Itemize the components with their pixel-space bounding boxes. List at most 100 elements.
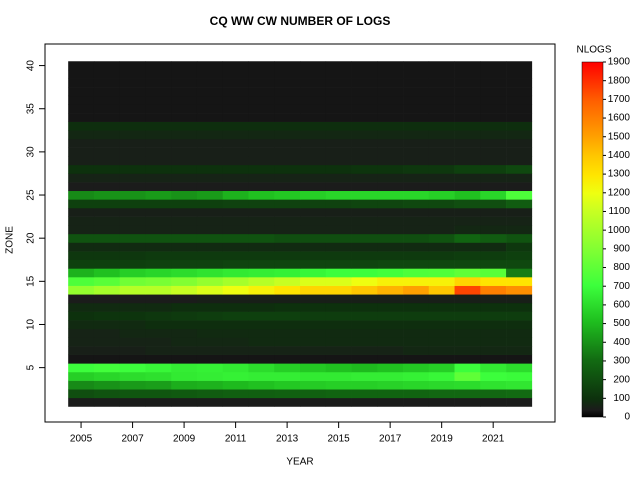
heatmap-cell [93, 233, 120, 243]
heatmap-cell [145, 121, 172, 131]
heatmap-cell [403, 233, 430, 243]
heatmap-cell [171, 363, 198, 373]
heatmap-cell [196, 354, 224, 364]
heatmap-cell [428, 87, 455, 97]
heatmap-cell [171, 207, 198, 217]
heatmap-cell [171, 337, 198, 347]
heatmap-cell [506, 397, 533, 407]
heatmap-cell [351, 190, 378, 200]
heatmap-cell [93, 285, 120, 295]
heatmap-cell [196, 130, 224, 140]
heatmap-cell [222, 311, 249, 321]
heatmap-cell [196, 251, 224, 261]
heatmap-cell [351, 173, 378, 183]
heatmap-cell [248, 363, 275, 373]
heatmap-cell [222, 121, 249, 131]
x-tick-label: 2013 [276, 434, 299, 445]
heatmap-cell [506, 294, 533, 304]
heatmap-cell [222, 277, 249, 286]
heatmap-cell [480, 328, 507, 338]
heatmap-cell [377, 320, 404, 330]
heatmap-cell [403, 389, 430, 399]
heatmap-cell [248, 104, 275, 114]
heatmap-cell [119, 285, 146, 295]
heatmap-cell [222, 337, 249, 347]
heatmap-cell [428, 182, 455, 192]
heatmap-cell [428, 173, 455, 183]
heatmap-cell [248, 389, 275, 399]
heatmap-cell [248, 320, 275, 330]
heatmap-cell [196, 397, 224, 407]
heatmap-cell [480, 69, 507, 79]
heatmap-cell [506, 156, 533, 166]
heatmap-cell [222, 302, 249, 312]
heatmap-cell [222, 190, 249, 200]
heatmap-cell [506, 268, 533, 278]
heatmap-cell [68, 337, 95, 347]
heatmap-cell [248, 371, 275, 381]
heatmap-cell [171, 268, 198, 278]
heatmap-cell [454, 285, 481, 295]
heatmap-cell [377, 302, 404, 312]
heatmap-cell [222, 87, 249, 97]
heatmap-cell [300, 380, 327, 390]
heatmap-cell [222, 285, 249, 295]
heatmap-cell [480, 87, 507, 97]
heatmap-cell [222, 199, 249, 209]
x-tick-label: 2019 [431, 434, 454, 445]
plot-frame [44, 43, 556, 423]
heatmap-cell [351, 199, 378, 209]
heatmap-cell [248, 113, 275, 122]
heatmap-cell [506, 371, 533, 381]
heatmap-cell [480, 277, 507, 286]
heatmap-cell [222, 61, 249, 71]
heatmap-cell [196, 337, 224, 347]
heatmap-cell [274, 61, 301, 71]
heatmap-cell [300, 251, 327, 261]
heatmap-cell [171, 190, 198, 200]
heatmap-cell [222, 216, 249, 226]
heatmap-cell [325, 346, 352, 355]
heatmap-cell [428, 363, 455, 373]
heatmap-cell [377, 130, 404, 140]
heatmap-cell [145, 225, 172, 235]
heatmap-cell [351, 156, 378, 166]
heatmap-cell [196, 380, 224, 390]
y-tick-label: 40 [26, 60, 37, 72]
heatmap-cell [145, 277, 172, 286]
colorbar-tick-label: 500 [613, 318, 630, 329]
heatmap-cell [506, 78, 533, 88]
heatmap-cell [274, 207, 301, 217]
heatmap-cell [403, 173, 430, 183]
heatmap-cell [145, 337, 172, 347]
heatmap-cell [93, 328, 120, 338]
heatmap-cell [480, 190, 507, 200]
heatmap-cell [454, 311, 481, 321]
heatmap-cell [196, 294, 224, 304]
y-tick-label: 15 [26, 275, 37, 287]
heatmap-cell [119, 346, 146, 355]
heatmap-cell [300, 371, 327, 381]
heatmap-cell [325, 242, 352, 252]
heatmap-cell [68, 251, 95, 261]
colorbar-tick-label: 1000 [608, 225, 631, 236]
heatmap-cell [325, 233, 352, 243]
heatmap-cell [300, 78, 327, 88]
heatmap-cell [93, 216, 120, 226]
heatmap-cell [68, 311, 95, 321]
heatmap-cell [119, 87, 146, 97]
heatmap-cell [325, 164, 352, 174]
heatmap-cell [248, 346, 275, 355]
heatmap-cell [428, 259, 455, 269]
heatmap-cell [119, 233, 146, 243]
heatmap-cell [222, 173, 249, 183]
heatmap-cell [325, 389, 352, 399]
heatmap-cell [403, 87, 430, 97]
heatmap-cell [403, 380, 430, 390]
heatmap-cell [300, 389, 327, 399]
heatmap-cell [506, 95, 533, 105]
heatmap-cell [274, 251, 301, 261]
heatmap-cell [300, 320, 327, 330]
heatmap-cell [274, 242, 301, 252]
heatmap-cell [403, 147, 430, 157]
